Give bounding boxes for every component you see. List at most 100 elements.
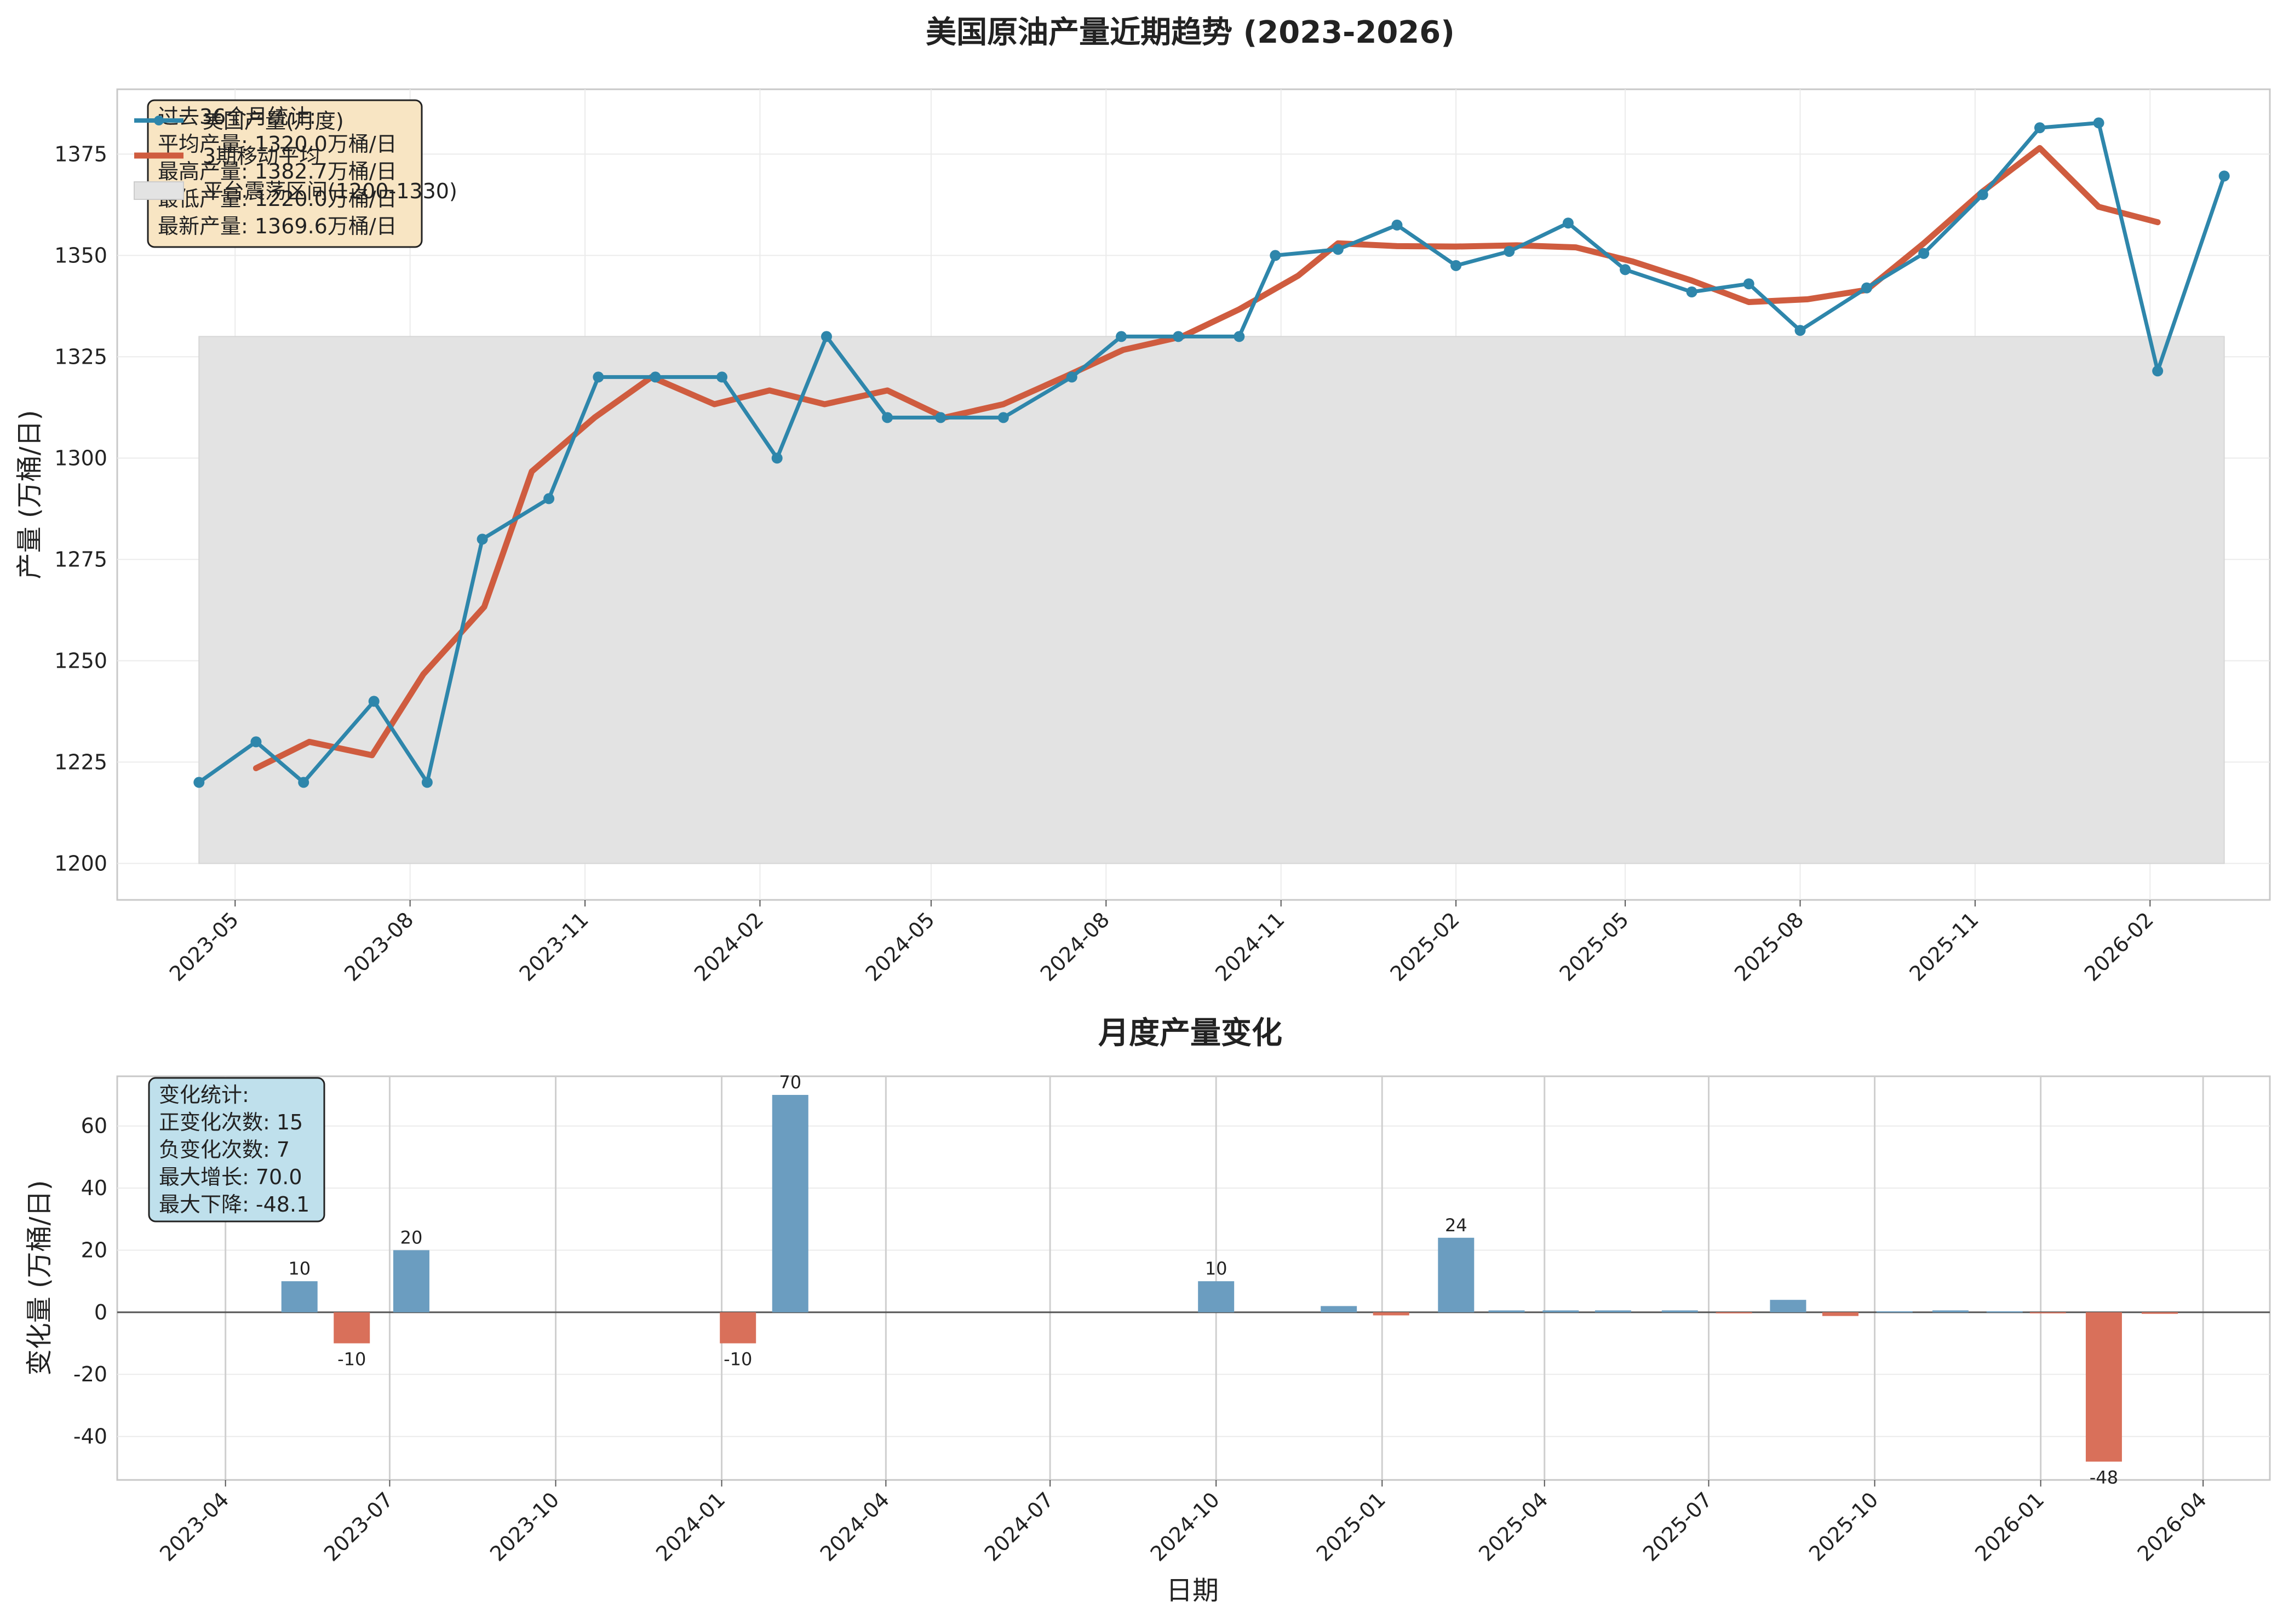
bar-value-label: -10 bbox=[337, 1349, 366, 1370]
production-point bbox=[1234, 331, 1245, 342]
positive-change-bar bbox=[772, 1095, 808, 1312]
y-tick-label: 20 bbox=[81, 1238, 107, 1262]
bottom-stats-line: 变化统计: bbox=[159, 1083, 249, 1107]
production-point bbox=[1562, 217, 1574, 229]
production-point bbox=[250, 736, 262, 748]
production-point bbox=[298, 777, 309, 788]
production-point bbox=[543, 493, 555, 504]
y-tick-label: 0 bbox=[94, 1300, 107, 1324]
negative-change-bar bbox=[1716, 1312, 1752, 1313]
positive-change-bar bbox=[1770, 1300, 1806, 1312]
positive-change-bar bbox=[393, 1250, 429, 1312]
negative-change-bar bbox=[2029, 1312, 2066, 1313]
production-point bbox=[1861, 282, 1872, 294]
moving-average-line bbox=[253, 145, 2161, 771]
production-point bbox=[1332, 244, 1344, 255]
production-point bbox=[882, 412, 893, 423]
bottom-stats-line: 最大下降: -48.1 bbox=[159, 1192, 309, 1216]
production-point bbox=[935, 412, 947, 423]
production-point bbox=[1743, 278, 1754, 290]
positive-change-bar bbox=[1661, 1310, 1698, 1312]
legend-label-production: 美国产量(月度) bbox=[203, 109, 344, 133]
production-point bbox=[477, 533, 488, 545]
y-tick-label: 1200 bbox=[54, 851, 107, 875]
legend-label-moving-average: 3期移动平均 bbox=[203, 144, 320, 168]
positive-change-bar bbox=[281, 1281, 318, 1312]
y-tick-label: 1275 bbox=[54, 547, 107, 571]
production-point bbox=[1918, 248, 1930, 259]
bottom-stats-line: 正变化次数: 15 bbox=[159, 1110, 303, 1134]
positive-change-bar bbox=[1932, 1310, 1969, 1312]
bottom-plot-area bbox=[116, 1075, 2271, 1481]
bottom-gridlines bbox=[117, 1076, 2270, 1487]
top-stats-box: 过去36个月统计: 平均产量: 1320.0万桶/日 最高产量: 1382.7万… bbox=[147, 99, 423, 248]
bottom-bars-layer: 10 -10 20 -10 70 10 24 -48 bbox=[281, 1072, 2178, 1488]
y-tick-label: 1350 bbox=[54, 243, 107, 267]
negative-change-bar bbox=[2085, 1312, 2122, 1462]
legend-label-band: 平台震荡区间(1200-1330) bbox=[203, 179, 457, 203]
positive-change-bar bbox=[1321, 1306, 1357, 1312]
y-tick-label: 1225 bbox=[54, 750, 107, 774]
production-point bbox=[1686, 286, 1697, 297]
production-point bbox=[593, 371, 604, 383]
production-point bbox=[650, 371, 661, 383]
bar-value-label: 20 bbox=[400, 1227, 423, 1248]
production-point bbox=[2093, 117, 2104, 129]
production-point bbox=[1977, 189, 1988, 200]
bottom-stats-line: 负变化次数: 7 bbox=[159, 1138, 290, 1162]
y-tick-label: 1300 bbox=[54, 446, 107, 470]
bar-value-label: 24 bbox=[1445, 1215, 1467, 1236]
positive-change-bar bbox=[1876, 1311, 1913, 1313]
positive-change-bar bbox=[1438, 1237, 1475, 1312]
production-point bbox=[1116, 331, 1127, 342]
production-point bbox=[1173, 331, 1184, 342]
production-point bbox=[1794, 325, 1806, 336]
top-stats-line: 最低产量: 1220.0万桶/日 bbox=[158, 187, 397, 211]
top-stats-line: 平均产量: 1320.0万桶/日 bbox=[158, 132, 397, 156]
y-tick-label: -40 bbox=[73, 1425, 107, 1449]
production-point bbox=[716, 371, 728, 383]
bottom-stats-box-frame bbox=[148, 1077, 325, 1223]
bar-value-label: 10 bbox=[1205, 1258, 1227, 1279]
production-point bbox=[368, 696, 380, 707]
positive-change-bar bbox=[1198, 1281, 1235, 1312]
negative-change-bar bbox=[2142, 1312, 2178, 1314]
negative-change-bar bbox=[720, 1312, 756, 1344]
platform-band-rect bbox=[198, 336, 2225, 864]
legend-marker-production bbox=[154, 116, 164, 125]
bar-value-label: 10 bbox=[288, 1258, 311, 1279]
top-stats-line: 最高产量: 1382.7万桶/日 bbox=[158, 159, 397, 183]
y-tick-label: 1250 bbox=[54, 649, 107, 673]
bottom-y-tick-labels: -40 -20 0 20 40 60 bbox=[73, 1114, 107, 1449]
bar-value-label: 70 bbox=[779, 1072, 801, 1093]
production-point bbox=[2218, 170, 2230, 182]
platform-band bbox=[198, 336, 2225, 864]
bottom-x-axis-label: 日期 bbox=[1166, 1575, 1219, 1606]
y-tick-label: 1375 bbox=[54, 142, 107, 166]
production-point bbox=[1066, 371, 1077, 383]
negative-change-bar bbox=[1822, 1312, 1858, 1316]
negative-change-bar bbox=[1373, 1312, 1409, 1316]
top-series-layer bbox=[193, 117, 2230, 788]
production-point bbox=[1620, 264, 1631, 276]
positive-change-bar bbox=[1488, 1310, 1525, 1312]
top-chart-title: 美国原油产量近期趋势 (2023-2026) bbox=[926, 15, 1455, 50]
y-tick-label: 40 bbox=[81, 1176, 107, 1200]
production-point bbox=[421, 777, 433, 788]
production-point bbox=[1504, 246, 1515, 257]
production-point bbox=[2152, 365, 2164, 377]
production-line bbox=[198, 120, 2226, 784]
production-point bbox=[771, 452, 783, 464]
y-tick-label: -20 bbox=[73, 1362, 107, 1386]
production-point bbox=[1270, 250, 1281, 261]
production-point bbox=[1391, 219, 1403, 231]
top-legend: 美国产量(月度) 3期移动平均 平台震荡区间(1200-1330) bbox=[134, 109, 457, 203]
y-tick-label: 60 bbox=[81, 1114, 107, 1138]
top-y-axis-label: 产量 (万桶/日) bbox=[14, 410, 45, 579]
y-tick-label: 1325 bbox=[54, 345, 107, 369]
top-y-tick-labels: 1200 1225 1250 1275 1300 1325 1350 1375 bbox=[54, 142, 107, 875]
bottom-stats-line: 最大增长: 70.0 bbox=[159, 1165, 302, 1189]
production-point bbox=[193, 777, 205, 788]
negative-change-bar bbox=[334, 1312, 370, 1344]
production-point bbox=[821, 331, 832, 342]
